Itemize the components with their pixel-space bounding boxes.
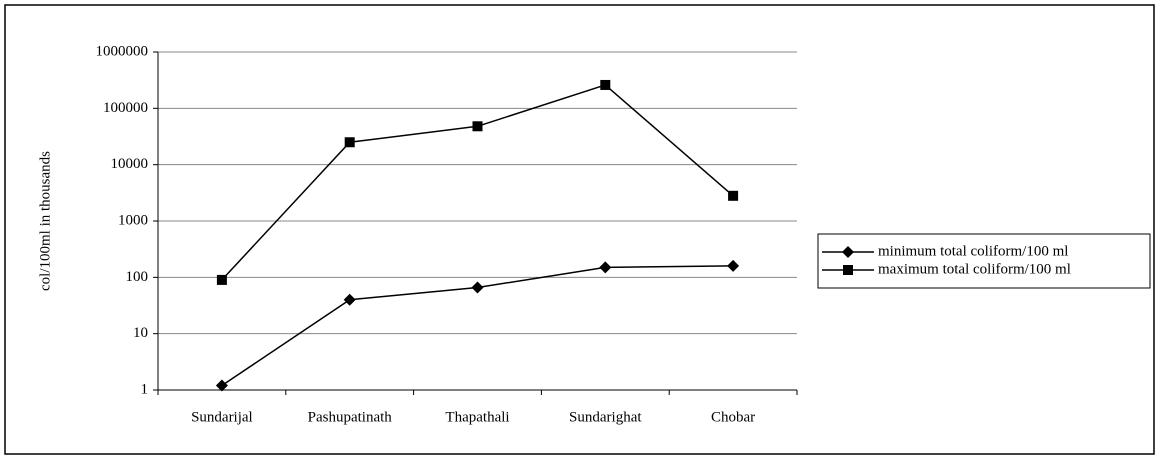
marker xyxy=(472,121,483,132)
x-tick-label: Sundarighat xyxy=(569,409,642,425)
y-tick-label: 100000 xyxy=(103,100,148,116)
series-line xyxy=(221,84,734,281)
marker xyxy=(343,293,356,306)
x-tick-label: Thapathali xyxy=(445,409,509,425)
legend-box xyxy=(817,233,1151,289)
marker xyxy=(215,379,228,392)
marker xyxy=(471,281,484,294)
y-tick-label: 1 xyxy=(141,381,149,397)
marker xyxy=(842,246,854,258)
y-tick-label: 10 xyxy=(133,325,148,341)
marker xyxy=(727,259,740,272)
marker xyxy=(216,274,227,285)
marker xyxy=(344,137,355,148)
marker xyxy=(600,79,611,90)
y-tick-label: 1000 xyxy=(118,212,148,228)
legend-label: minimum total coliform/100 ml xyxy=(878,243,1068,259)
y-tick-label: 1000000 xyxy=(96,43,149,59)
y-axis-label: col/100ml in thousands xyxy=(37,151,53,291)
x-tick-label: Pashupatinath xyxy=(308,409,393,425)
marker xyxy=(599,261,612,274)
y-tick-label: 100 xyxy=(126,269,149,285)
marker xyxy=(728,190,739,201)
x-tick-label: Chobar xyxy=(711,409,755,425)
legend-label: maximum total coliform/100 ml xyxy=(878,261,1071,277)
marker xyxy=(843,265,853,275)
chart-border xyxy=(4,4,1155,455)
x-tick-label: Sundarijal xyxy=(191,409,253,425)
y-tick-label: 10000 xyxy=(111,156,149,172)
